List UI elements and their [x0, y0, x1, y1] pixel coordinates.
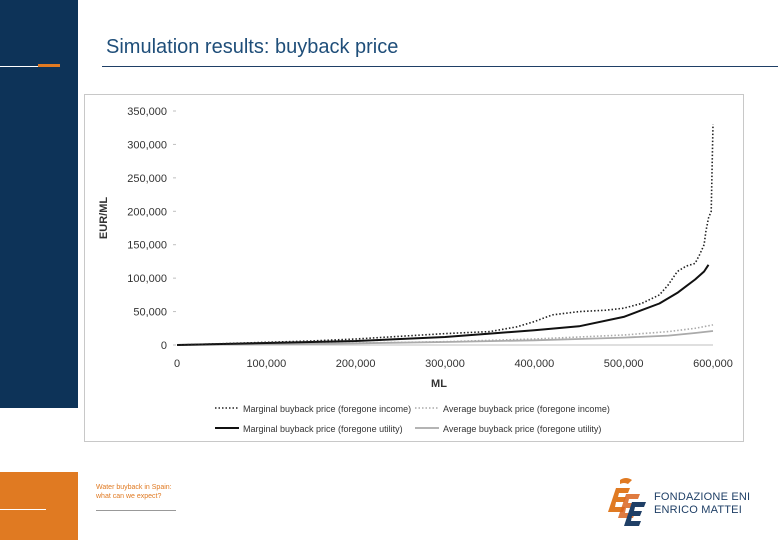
chart-frame: 0 50,000 100,000 150,000 200,000 250,000 300,0… [84, 94, 744, 442]
feem-logo-icon [608, 478, 646, 526]
x-tick-label: 100,000 [246, 358, 286, 370]
y-tick-label: 50,000 [133, 307, 167, 319]
legend-label: Average buyback price (foregone income) [443, 404, 610, 414]
series-line-0 [176, 124, 714, 346]
sidebar-divider [0, 66, 60, 67]
fondazione-logo: FONDAZIONE ENI ENRICO MATTEI [606, 474, 776, 530]
x-tick-label: 300,000 [425, 358, 465, 370]
sidebar-accent-tick [38, 64, 60, 67]
footer-caption-line1: Water buyback in Spain: [96, 484, 172, 491]
y-axis-title: EUR/ML [98, 197, 110, 239]
chart-series [176, 124, 714, 346]
series-line-2 [176, 264, 710, 346]
y-tick-label: 300,000 [127, 139, 167, 151]
x-tick-label: 200,000 [336, 358, 376, 370]
footer-caption: Water buyback in Spain: what can we expe… [96, 483, 196, 501]
sidebar-navy-bar [0, 0, 78, 408]
sidebar-bottom-divider [0, 509, 46, 510]
buyback-price-chart: 0 50,000 100,000 150,000 200,000 250,000 300,0… [98, 106, 733, 434]
footer-caption-line2: what can we expect? [96, 493, 162, 500]
chart-axes: 0 50,000 100,000 150,000 200,000 250,000 300,0… [98, 106, 733, 390]
y-tick-label: 200,000 [127, 206, 167, 218]
chart-legend: Marginal buyback price (foregone income)… [215, 404, 610, 434]
sidebar-orange-block [0, 472, 78, 540]
logo-line1: FONDAZIONE ENI [654, 491, 751, 503]
x-tick-label: 600,000 [693, 358, 733, 370]
y-tick-label: 350,000 [127, 106, 167, 118]
y-tick-label: 0 [161, 340, 167, 352]
legend-label: Marginal buyback price (foregone income) [243, 404, 411, 414]
y-tick-label: 150,000 [127, 240, 167, 252]
footer-divider [96, 510, 176, 511]
x-tick-label: 0 [174, 358, 180, 370]
legend-label: Marginal buyback price (foregone utility… [243, 424, 403, 434]
x-tick-label: 500,000 [604, 358, 644, 370]
slide-title: Simulation results: buyback price [106, 36, 399, 58]
logo-line2: ENRICO MATTEI [654, 504, 742, 516]
x-axis-title: ML [431, 378, 447, 390]
series-line-3 [176, 330, 714, 346]
title-underline [102, 66, 778, 67]
y-tick-label: 100,000 [127, 273, 167, 285]
x-tick-label: 400,000 [514, 358, 554, 370]
legend-label: Average buyback price (foregone utility) [443, 424, 601, 434]
logo-wordmark: FONDAZIONE ENI ENRICO MATTEI [654, 491, 750, 517]
y-tick-label: 250,000 [127, 173, 167, 185]
